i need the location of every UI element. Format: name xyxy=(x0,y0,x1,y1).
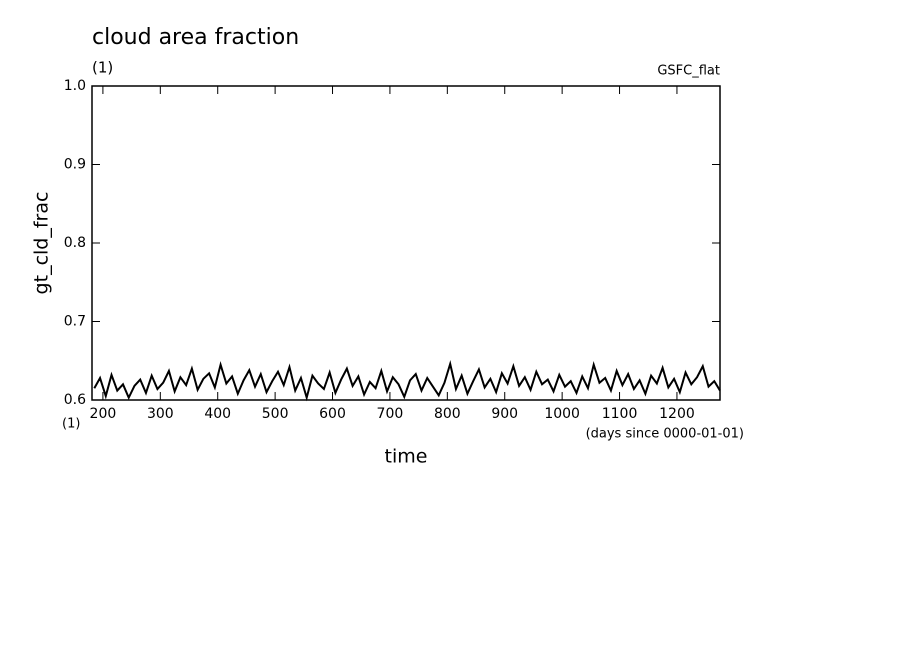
x-unit: (1) xyxy=(62,417,80,432)
x-tick-label: 900 xyxy=(491,406,518,422)
x-tick-label: 200 xyxy=(90,406,117,422)
x-tick-label: 800 xyxy=(434,406,461,422)
chart-title: cloud area fraction xyxy=(92,25,299,50)
y-tick-label: 0.9 xyxy=(64,157,86,173)
x-tick-label: 600 xyxy=(319,406,346,422)
x-tick-label: 1100 xyxy=(602,406,638,422)
y-axis-label: gt_cld_frac xyxy=(31,192,53,295)
x-tick-label: 1000 xyxy=(544,406,580,422)
x-units-note: (days since 0000-01-01) xyxy=(586,427,744,442)
y-tick-label: 0.6 xyxy=(64,392,86,408)
data-line xyxy=(93,360,721,402)
x-tick-label: 400 xyxy=(204,406,231,422)
x-tick-label: 500 xyxy=(262,406,289,422)
annotation: GSFC_flat xyxy=(657,64,720,79)
subtitle: (1) xyxy=(92,59,113,77)
y-tick-label: 0.7 xyxy=(64,314,86,330)
x-tick-label: 300 xyxy=(147,406,174,422)
y-tick-label: 1.0 xyxy=(64,78,86,94)
y-tick-label: 0.8 xyxy=(64,235,86,251)
x-axis-label: time xyxy=(385,446,428,468)
x-tick-label: 700 xyxy=(377,406,404,422)
x-tick-label: 1200 xyxy=(659,406,695,422)
